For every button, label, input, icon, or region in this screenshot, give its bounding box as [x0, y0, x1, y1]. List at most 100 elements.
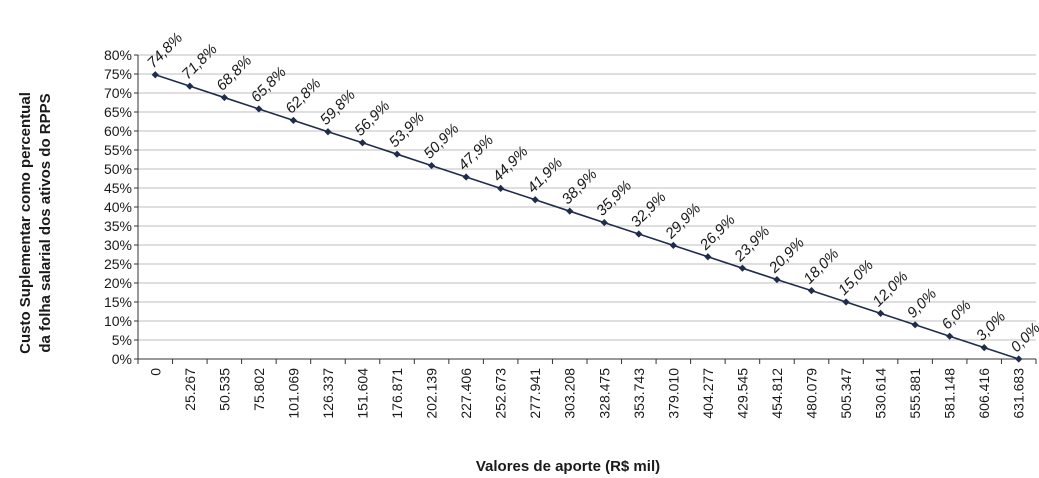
data-label: 41,9% — [524, 155, 566, 197]
data-label: 12,0% — [869, 268, 911, 310]
data-label: 71,8% — [179, 41, 221, 83]
data-point-marker — [980, 344, 988, 352]
x-axis-ticks: 0 25.267 50.535 75.802 101.069 126.337 151.604… — [137, 359, 1037, 419]
data-point-marker — [427, 161, 436, 170]
x-tick-label: 50.535 — [216, 368, 232, 411]
data-label: 50,9% — [420, 120, 462, 162]
data-point-marker — [462, 173, 470, 181]
y-tick-label: 60% — [104, 123, 132, 139]
y-axis-ticks: 0% 5% 10% 15% 20% 25% 30% 35% 40% 45% 50% 55% 60% 65%… — [104, 47, 138, 367]
data-label: 62,8% — [282, 75, 324, 117]
y-tick-label: 10% — [104, 313, 132, 329]
data-label: 0,0% — [1008, 320, 1039, 356]
data-label: 23,9% — [731, 223, 774, 266]
data-label: 15,0% — [835, 257, 877, 299]
x-tick-label: 505.347 — [838, 368, 854, 419]
data-point-marker — [635, 230, 643, 238]
y-tick-label: 35% — [104, 218, 132, 234]
data-point-marker — [911, 321, 919, 329]
x-tick-label: 404.277 — [700, 368, 716, 419]
data-label: 44,9% — [489, 143, 531, 185]
data-label: 53,9% — [386, 109, 428, 151]
y-tick-label: 75% — [104, 66, 132, 82]
x-tick-label: 328.475 — [596, 368, 612, 419]
data-label: 68,8% — [213, 52, 255, 94]
x-tick-label: 277.941 — [527, 368, 543, 419]
y-tick-label: 5% — [112, 332, 132, 348]
series-line-path — [155, 74, 1019, 360]
gridlines — [138, 54, 1036, 341]
data-label: 3,0% — [973, 308, 1009, 344]
data-point-marker — [807, 287, 816, 295]
data-label: 20,9% — [765, 234, 808, 277]
x-tick-label: 252.673 — [493, 368, 509, 419]
data-labels: 74,8%71,8%68,8%65,8%62,8%59,8%56,9%53,9%… — [144, 29, 1039, 355]
data-point-marker — [220, 93, 228, 102]
y-tick-label: 80% — [104, 47, 132, 63]
data-label: 18,0% — [800, 245, 842, 287]
y-tick-label: 45% — [104, 180, 132, 196]
x-tick-label: 202.139 — [424, 368, 440, 419]
data-label: 38,9% — [559, 166, 601, 208]
x-tick-label: 555.881 — [907, 368, 923, 419]
data-point-marker — [358, 139, 367, 147]
data-label: 32,9% — [628, 189, 670, 231]
data-point-marker — [531, 196, 539, 204]
data-point-marker — [738, 264, 747, 272]
y-axis-title-line-2: da folha salarial dos ativos do RPPS — [37, 93, 54, 352]
data-point-marker — [151, 71, 159, 79]
data-point-marker — [842, 298, 850, 306]
x-tick-label: 353.743 — [631, 368, 647, 419]
x-tick-label: 581.148 — [942, 368, 958, 419]
y-tick-label: 40% — [104, 199, 132, 215]
data-point-marker — [497, 184, 505, 192]
data-point-marker — [255, 105, 263, 113]
data-label: 35,9% — [593, 177, 635, 219]
x-axis-title: Valores de aporte (R$ mil) — [476, 458, 660, 475]
x-tick-label: 75.802 — [251, 368, 267, 411]
x-tick-label: 454.812 — [769, 368, 785, 419]
data-point-marker — [773, 275, 781, 284]
x-tick-label: 480.079 — [804, 368, 820, 419]
x-tick-label: 429.545 — [734, 368, 750, 419]
y-tick-label: 50% — [104, 161, 132, 177]
x-tick-label: 151.604 — [355, 368, 371, 419]
data-label: 65,8% — [248, 64, 290, 106]
x-tick-label: 126.337 — [320, 368, 336, 419]
x-tick-label: 0 — [147, 368, 163, 376]
x-tick-label: 101.069 — [285, 368, 301, 419]
y-tick-label: 30% — [104, 237, 132, 253]
x-tick-label: 631.683 — [1011, 368, 1027, 419]
data-point-marker — [669, 241, 677, 249]
data-point-marker — [600, 218, 608, 227]
y-axis-title-line-1: Custo Suplementar como percentual — [17, 92, 34, 354]
x-tick-label: 606.416 — [976, 368, 992, 419]
y-tick-label: 25% — [104, 256, 132, 272]
y-tick-label: 20% — [104, 275, 132, 291]
x-tick-label: 25.267 — [182, 368, 198, 411]
y-tick-label: 70% — [104, 85, 132, 101]
x-tick-label: 176.871 — [389, 368, 405, 419]
data-point-marker — [876, 309, 885, 317]
y-tick-label: 55% — [104, 142, 132, 158]
data-point-marker — [946, 332, 954, 340]
x-tick-label: 530.614 — [873, 368, 889, 419]
data-label: 74,8% — [144, 29, 186, 71]
data-point-marker — [186, 82, 194, 90]
data-label: 47,9% — [455, 132, 497, 174]
x-tick-label: 227.406 — [458, 368, 474, 419]
data-point-marker — [324, 128, 332, 136]
y-tick-label: 0% — [112, 351, 132, 367]
data-label: 9,0% — [904, 285, 940, 321]
data-label: 56,9% — [351, 98, 393, 140]
x-tick-label: 303.208 — [562, 368, 578, 419]
data-point-marker — [393, 150, 401, 158]
data-point-marker — [1015, 355, 1023, 363]
data-label: 26,9% — [696, 212, 739, 255]
data-point-marker — [289, 116, 298, 124]
y-tick-label: 15% — [104, 294, 132, 310]
x-tick-label: 379.010 — [665, 368, 681, 419]
data-point-marker — [704, 253, 712, 261]
y-tick-label: 65% — [104, 104, 132, 120]
